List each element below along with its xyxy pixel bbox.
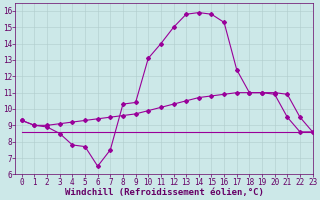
X-axis label: Windchill (Refroidissement éolien,°C): Windchill (Refroidissement éolien,°C) bbox=[65, 188, 263, 197]
